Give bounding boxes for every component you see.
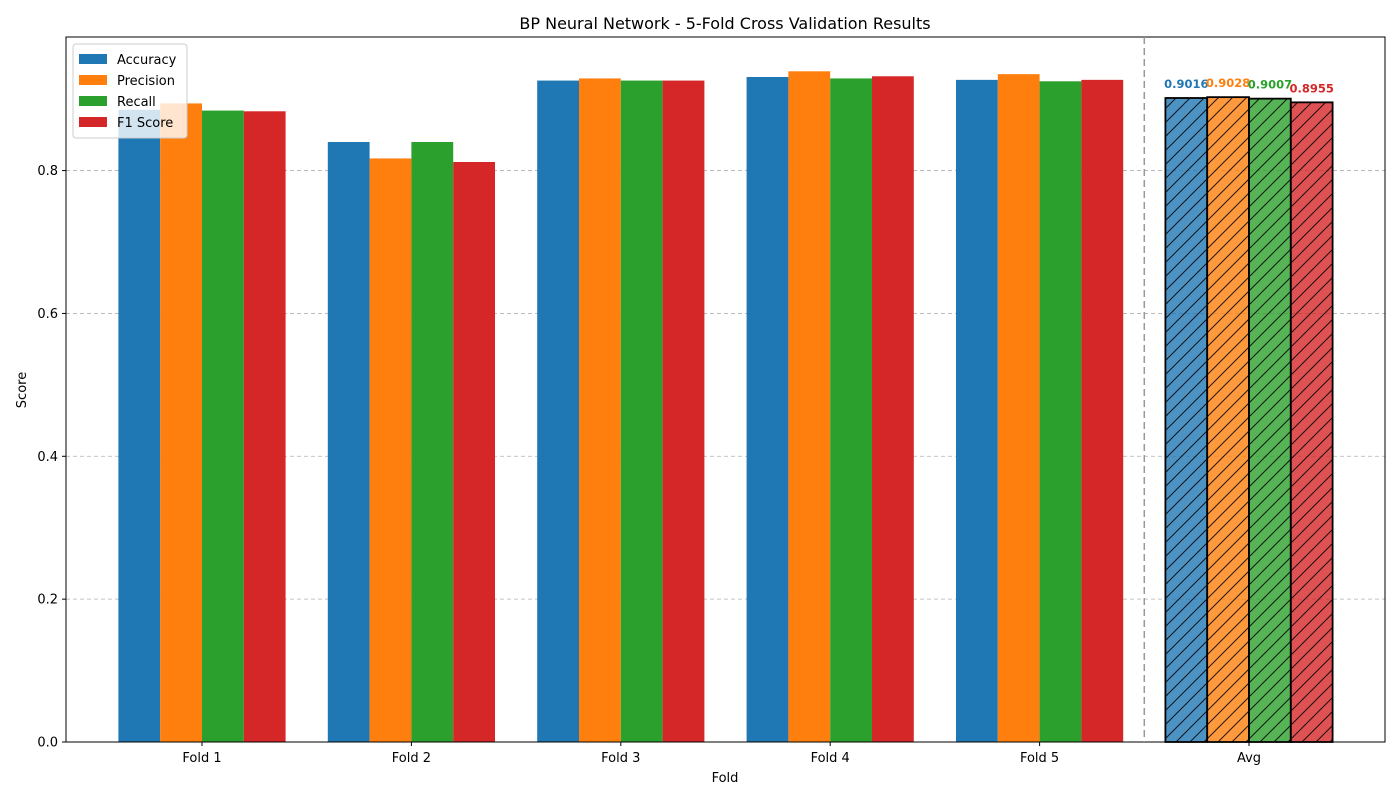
y-tick-label: 0.0 [37, 736, 58, 751]
avg-bar-accuracy [1164, 97, 1209, 743]
legend-swatch [79, 75, 107, 85]
bars [118, 71, 1124, 743]
bar-recall-fold-5 [1039, 81, 1082, 743]
bar-f1-score-fold-3 [662, 80, 705, 743]
x-tick-label: Avg [1237, 751, 1261, 766]
x-tick-label: Fold 2 [392, 751, 431, 766]
bar-precision-fold-2 [369, 158, 412, 742]
bar-recall-fold-1 [202, 110, 244, 743]
avg-bar-recall [1248, 97, 1292, 743]
bar-accuracy-fold-3 [537, 80, 579, 743]
avg-bar-precision [1206, 96, 1250, 743]
x-tick-label: Fold 1 [182, 751, 221, 766]
bar-accuracy-fold-4 [746, 77, 789, 742]
x-tick-label: Fold 3 [601, 751, 640, 766]
legend-swatch [79, 54, 107, 64]
legend-label: Precision [117, 74, 175, 89]
y-tick-label: 0.8 [37, 164, 58, 179]
bar-accuracy-fold-1 [118, 109, 161, 743]
x-tick-label: Fold 4 [811, 751, 850, 766]
legend-label: Accuracy [117, 53, 177, 68]
bar-f1-score-fold-5 [1081, 79, 1124, 743]
legend-label: Recall [117, 95, 156, 110]
chart-title: BP Neural Network - 5-Fold Cross Validat… [519, 14, 930, 33]
bar-f1-score-fold-2 [453, 162, 495, 742]
bar-recall-fold-3 [620, 80, 663, 743]
legend: Accuracy Precision Recall F1 Score [72, 43, 188, 139]
y-tick-label: 0.2 [37, 593, 58, 608]
avg-value-label: 0.8955 [1290, 81, 1334, 95]
bar-recall-fold-2 [411, 142, 454, 742]
bar-accuracy-fold-5 [956, 79, 998, 743]
legend-swatch [79, 117, 107, 127]
bar-recall-fold-4 [830, 78, 872, 742]
x-tick-label: Fold 5 [1020, 751, 1059, 766]
bar-precision-fold-5 [997, 74, 1040, 742]
y-tick-label: 0.4 [37, 450, 58, 465]
bar-precision-fold-4 [788, 71, 831, 743]
bar-f1-score-fold-4 [872, 76, 914, 743]
legend-box [72, 43, 188, 139]
legend-label: F1 Score [117, 116, 173, 131]
bar-precision-fold-3 [579, 78, 621, 742]
avg-value-label: 0.9007 [1248, 78, 1292, 92]
bar-f1-score-fold-1 [243, 111, 286, 743]
x-axis-title: Fold [712, 771, 739, 786]
avg-value-label: 0.9028 [1206, 76, 1250, 90]
y-tick-label: 0.6 [37, 307, 58, 322]
avg-value-label: 0.9016 [1164, 77, 1208, 91]
y-axis-title: Score [15, 372, 30, 408]
avg-bar-f1-score [1289, 101, 1334, 743]
legend-swatch [79, 96, 107, 106]
bar-accuracy-fold-2 [327, 142, 370, 742]
axes: 0.0 0.2 0.4 0.6 0.8 Fold 1 Fold 2 Fold 3 Fold 4 F… [37, 37, 1261, 766]
bar-precision-fold-1 [160, 103, 202, 742]
plot-frame [65, 36, 1386, 743]
